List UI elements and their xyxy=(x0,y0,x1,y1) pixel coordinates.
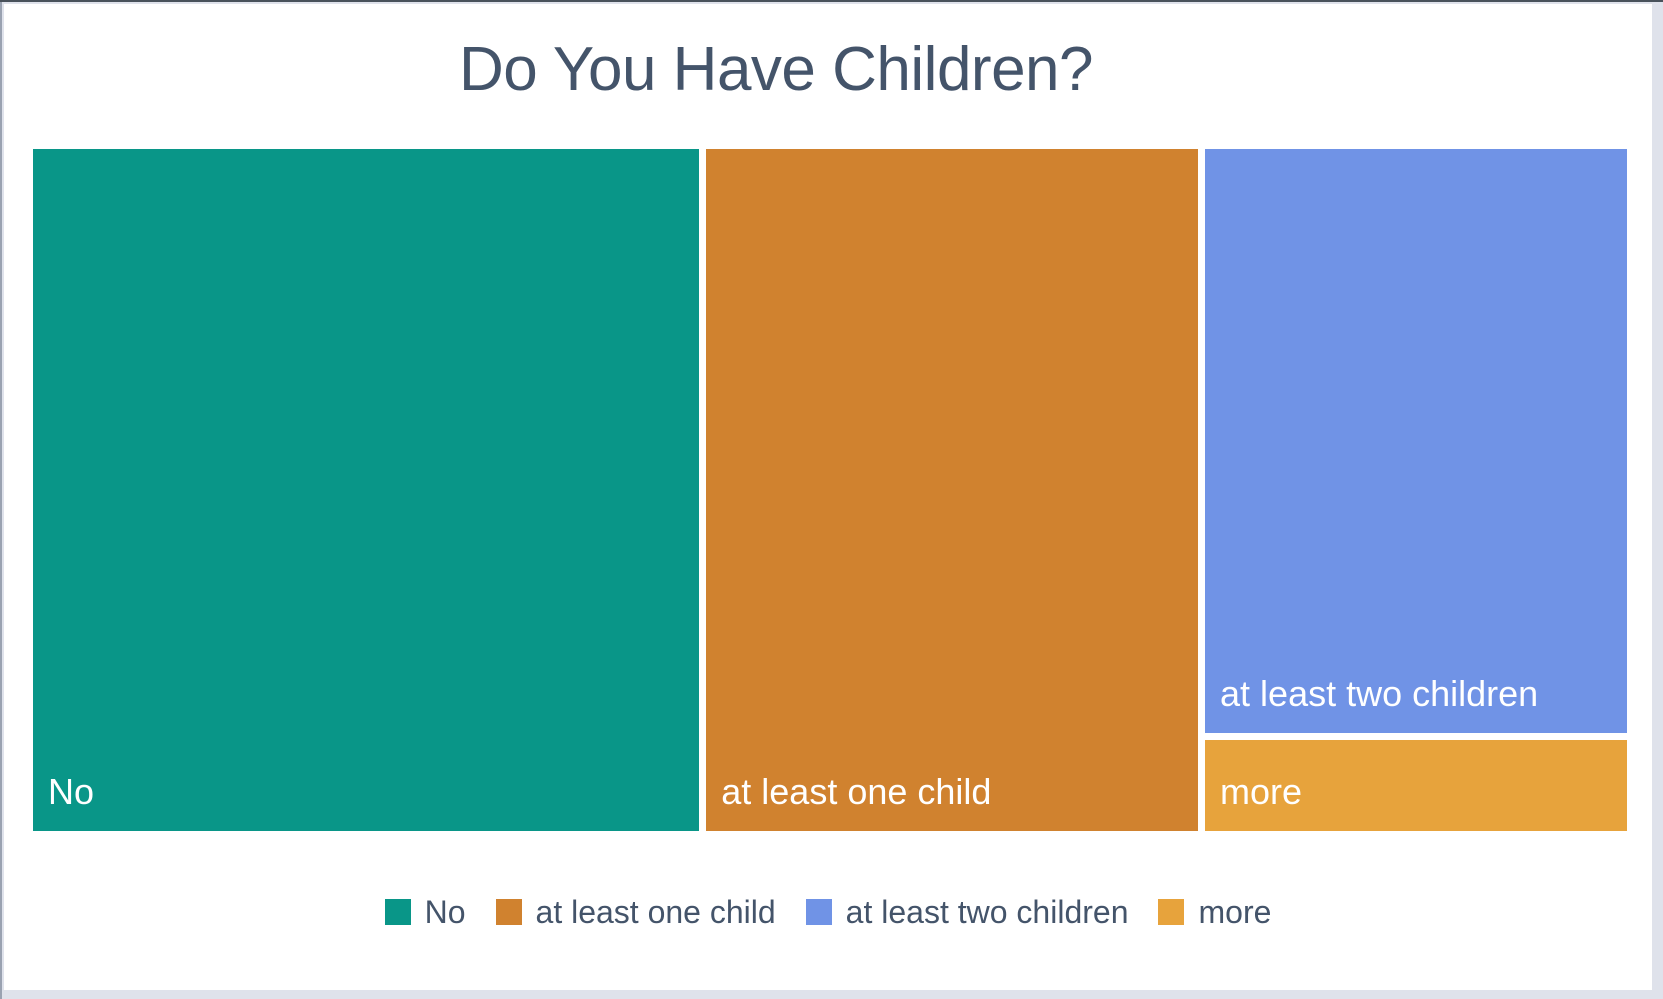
treemap-tile-label-at-least-two-children: at least two children xyxy=(1220,672,1539,714)
legend-swatch-at-least-one-child-icon xyxy=(495,899,522,925)
chart-legend: No at least one child at least two child… xyxy=(4,886,1652,938)
treemap-plot: No at least one child at least two child… xyxy=(33,149,1627,831)
treemap-tile-at-least-two-children[interactable]: at least two children xyxy=(1205,149,1627,733)
treemap-tile-more[interactable]: more xyxy=(1205,739,1627,831)
legend-label-at-least-two-children: at least two children xyxy=(845,893,1129,930)
legend-swatch-no-icon xyxy=(384,899,411,925)
treemap-tile-label-at-least-one-child: at least one child xyxy=(721,771,992,812)
treemap-tile-at-least-one-child[interactable]: at least one child xyxy=(706,149,1199,831)
legend-label-more: more xyxy=(1198,893,1272,930)
treemap-tile-no[interactable]: No xyxy=(33,149,700,831)
legend-swatch-more-icon xyxy=(1158,899,1185,925)
treemap-tile-label-more: more xyxy=(1220,770,1303,812)
treemap-tile-label-no: No xyxy=(48,771,95,812)
legend-item-no[interactable]: No xyxy=(384,893,466,931)
legend-item-at-least-two-children[interactable]: at least two children xyxy=(805,893,1129,931)
legend-item-more[interactable]: more xyxy=(1158,894,1271,931)
legend-label-no: No xyxy=(424,893,466,930)
legend-item-at-least-one-child[interactable]: at least one child xyxy=(495,893,776,931)
chart-title: Do You Have Children? xyxy=(458,35,1094,104)
legend-label-at-least-one-child: at least one child xyxy=(535,893,776,930)
legend-swatch-at-least-two-children-icon xyxy=(805,899,832,925)
chart-canvas: Do You Have Children? No at least one ch… xyxy=(4,4,1652,990)
